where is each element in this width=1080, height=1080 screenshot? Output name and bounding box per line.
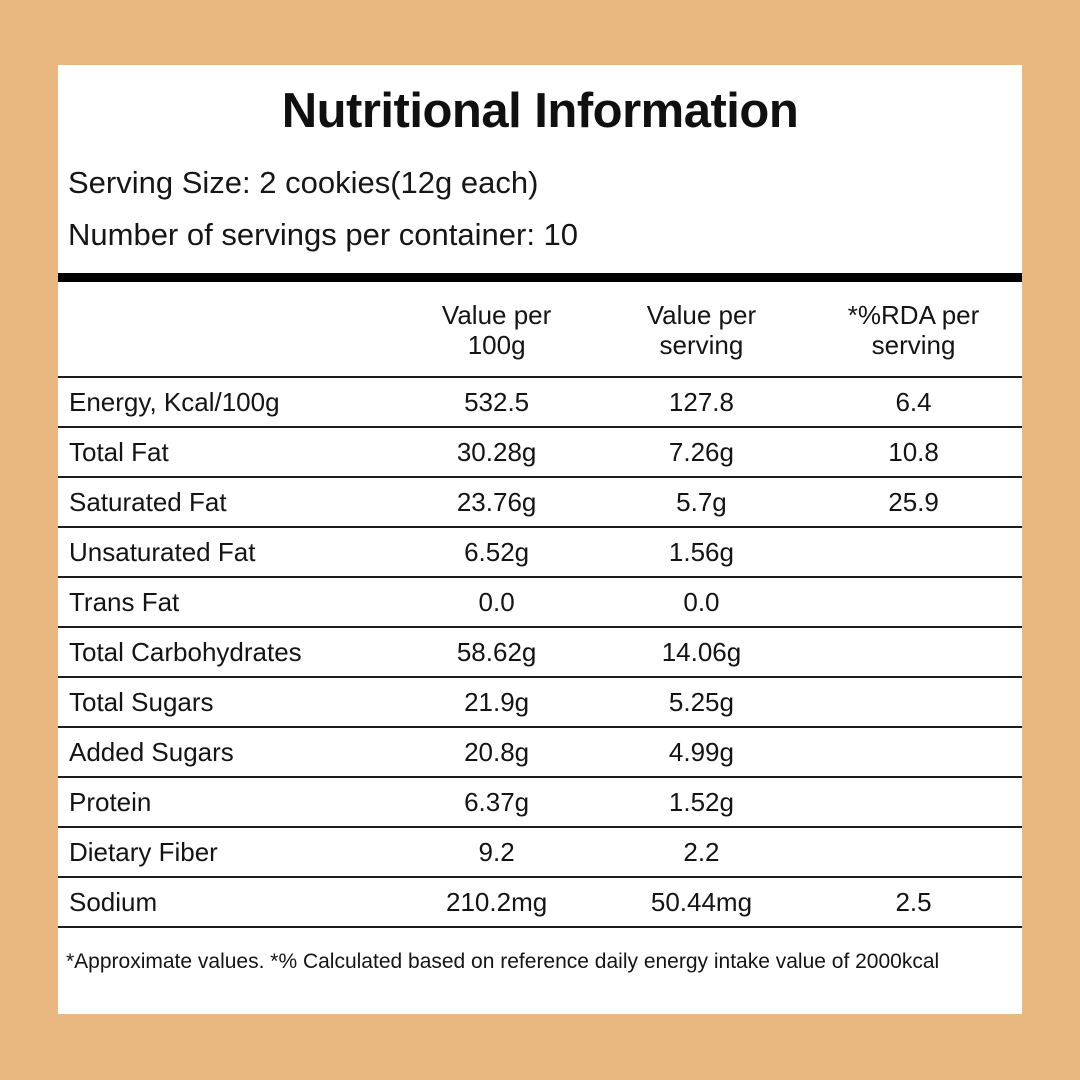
nutrient-name-cell: Energy, Kcal/100g: [58, 377, 396, 428]
table-row: Unsaturated Fat 6.52g 1.56g: [58, 527, 1022, 578]
value-per-100g-cell: 9.2: [395, 827, 598, 878]
rda-per-serving-cell: [805, 577, 1022, 628]
header-line: serving: [659, 330, 744, 360]
value-per-100g-cell: 6.37g: [395, 777, 598, 828]
value-per-serving-cell: 4.99g: [597, 727, 806, 778]
nutrition-label-card: Nutritional Information Serving Size: 2 …: [58, 65, 1022, 1014]
value-per-serving-cell: 14.06g: [597, 627, 806, 678]
value-per-100g-cell: 0.0: [395, 577, 598, 628]
value-per-100g-cell: 30.28g: [395, 427, 598, 478]
table-row: Sodium 210.2mg 50.44mg 2.5: [58, 877, 1022, 928]
table-row: Saturated Fat 23.76g 5.7g 25.9: [58, 477, 1022, 528]
rda-per-serving-cell: [805, 727, 1022, 778]
serving-info: Serving Size: 2 cookies(12g each) Number…: [58, 157, 1022, 261]
value-per-serving-cell: 7.26g: [597, 427, 806, 478]
column-header-per-100g: Value per 100g: [395, 282, 598, 378]
rda-per-serving-cell: [805, 677, 1022, 728]
rda-per-serving-cell: 6.4: [805, 377, 1022, 428]
nutrient-name-cell: Saturated Fat: [58, 477, 396, 528]
footnote-text: *Approximate values. *% Calculated based…: [66, 950, 940, 973]
table-row: Total Fat 30.28g 7.26g 10.8: [58, 427, 1022, 478]
nutrient-name-cell: Sodium: [58, 877, 396, 928]
value-per-100g-cell: 532.5: [395, 377, 598, 428]
rda-per-serving-cell: [805, 827, 1022, 878]
value-per-serving-cell: 5.25g: [597, 677, 806, 728]
value-per-serving-cell: 2.2: [597, 827, 806, 878]
header-line: *%RDA per: [847, 300, 980, 330]
column-header-per-serving: Value per serving: [597, 282, 806, 378]
header-line: 100g: [467, 330, 526, 360]
nutrient-name-cell: Protein: [58, 777, 396, 828]
nutrient-name-cell: Total Fat: [58, 427, 396, 478]
column-header-rda-per-serving: *%RDA per serving: [805, 282, 1022, 378]
page-title: Nutritional Information: [281, 84, 799, 138]
value-per-100g-cell: 6.52g: [395, 527, 598, 578]
value-per-serving-cell: 127.8: [597, 377, 806, 428]
nutrient-name-cell: Unsaturated Fat: [58, 527, 396, 578]
table-row: Energy, Kcal/100g 532.5 127.8 6.4: [58, 377, 1022, 428]
servings-per-container-text: Number of servings per container: 10: [68, 217, 579, 252]
table-row: Dietary Fiber 9.2 2.2: [58, 827, 1022, 878]
table-row: Protein 6.37g 1.52g: [58, 777, 1022, 828]
rda-per-serving-cell: [805, 627, 1022, 678]
nutrient-name-cell: Trans Fat: [58, 577, 396, 628]
serving-size-text: Serving Size: 2 cookies(12g each): [68, 165, 539, 200]
rda-per-serving-cell: [805, 527, 1022, 578]
value-per-serving-cell: 50.44mg: [597, 877, 806, 928]
rda-per-serving-cell: 2.5: [805, 877, 1022, 928]
value-per-serving-cell: 1.52g: [597, 777, 806, 828]
header-line: serving: [871, 330, 956, 360]
value-per-serving-cell: 5.7g: [597, 477, 806, 528]
nutrient-name-cell: Added Sugars: [58, 727, 396, 778]
header-line: Value per: [441, 300, 552, 330]
nutrient-name-cell: Dietary Fiber: [58, 827, 396, 878]
value-per-100g-cell: 20.8g: [395, 727, 598, 778]
header-line: Value per: [646, 300, 757, 330]
rda-per-serving-cell: [805, 777, 1022, 828]
value-per-serving-cell: 0.0: [597, 577, 806, 628]
value-per-100g-cell: 21.9g: [395, 677, 598, 728]
nutrition-table: Value per 100g Value per serving *%RDA p…: [58, 282, 1022, 928]
nutrient-name-cell: Total Sugars: [58, 677, 396, 728]
table-row: Added Sugars 20.8g 4.99g: [58, 727, 1022, 778]
table-row: Total Sugars 21.9g 5.25g: [58, 677, 1022, 728]
table-header-row: Value per 100g Value per serving *%RDA p…: [58, 282, 1022, 378]
column-header-empty: [58, 282, 396, 378]
nutrient-name-cell: Total Carbohydrates: [58, 627, 396, 678]
rda-per-serving-cell: 10.8: [805, 427, 1022, 478]
value-per-100g-cell: 58.62g: [395, 627, 598, 678]
table-row: Trans Fat 0.0 0.0: [58, 577, 1022, 628]
divider-bar: [58, 273, 1022, 282]
value-per-100g-cell: 210.2mg: [395, 877, 598, 928]
rda-per-serving-cell: 25.9: [805, 477, 1022, 528]
table-row: Total Carbohydrates 58.62g 14.06g: [58, 627, 1022, 678]
value-per-100g-cell: 23.76g: [395, 477, 598, 528]
value-per-serving-cell: 1.56g: [597, 527, 806, 578]
